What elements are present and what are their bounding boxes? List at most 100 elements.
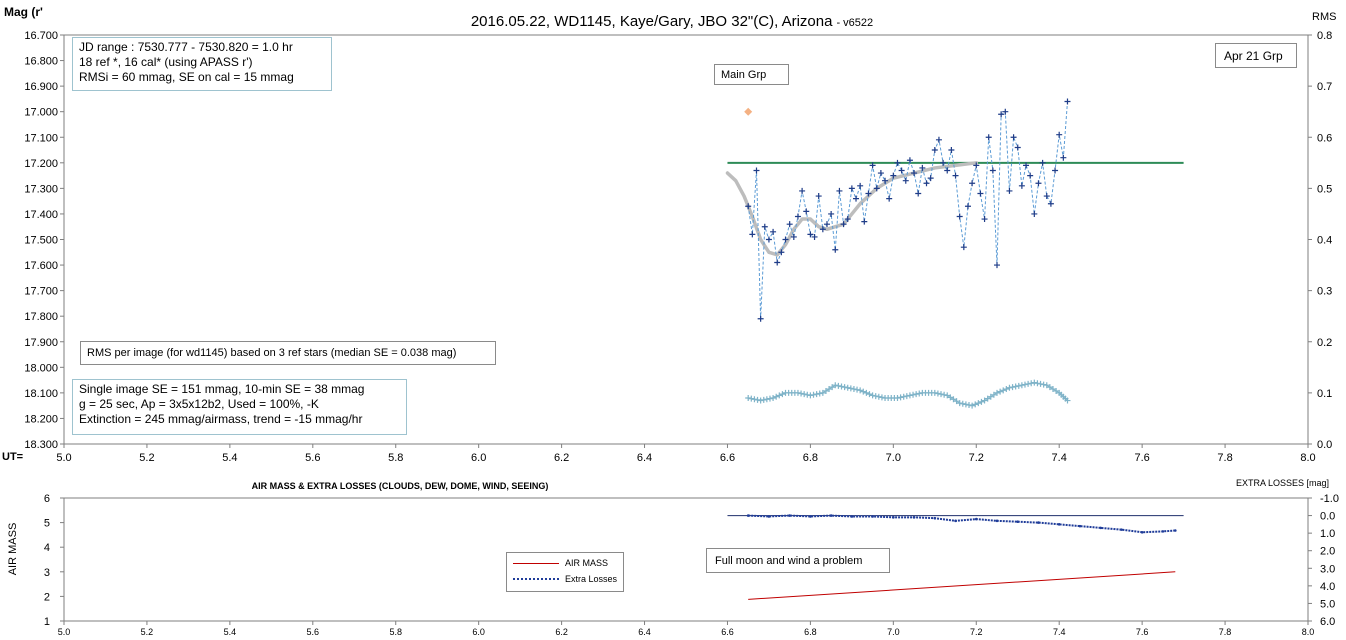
rms-point xyxy=(822,387,829,394)
magnitude-point xyxy=(819,226,826,233)
magnitude-point xyxy=(969,180,976,187)
magnitude-point xyxy=(1052,167,1059,174)
y-right-label: RMS xyxy=(1312,11,1336,23)
extra-losses-point xyxy=(1120,528,1123,531)
bottom-x-tick-label: 5.0 xyxy=(58,627,71,637)
rms-point xyxy=(934,390,941,397)
magnitude-point xyxy=(923,180,930,187)
rms-point xyxy=(751,396,758,403)
y2-tick-label: 0.8 xyxy=(1317,30,1332,42)
magnitude-point xyxy=(753,167,760,174)
bottom-y2-tick-label: 6.0 xyxy=(1320,616,1335,628)
rms-point xyxy=(801,391,808,398)
y-tick-label: 17.500 xyxy=(24,235,58,247)
rms-point xyxy=(903,393,910,400)
bottom-x-tick-label: 7.8 xyxy=(1219,627,1232,637)
magnitude-point xyxy=(803,208,810,215)
extra-losses-point xyxy=(1099,526,1102,530)
x-tick-label: 5.6 xyxy=(305,452,320,464)
rms-point xyxy=(863,389,870,396)
rms-point xyxy=(847,385,854,392)
x-tick-label: 5.8 xyxy=(388,452,403,464)
extra-losses-point xyxy=(933,516,937,520)
rms-point xyxy=(987,393,994,400)
magnitude-point xyxy=(823,221,830,228)
y-tick-label: 17.100 xyxy=(24,132,58,144)
magnitude-point xyxy=(828,210,835,217)
magnitude-point xyxy=(1043,193,1050,200)
magnitude-point xyxy=(757,315,764,322)
bottom-note-box: Full moon and wind a problem xyxy=(706,548,890,573)
extra-losses-point xyxy=(1037,521,1040,524)
y-tick-label: 17.000 xyxy=(24,107,58,119)
rms-point xyxy=(1037,380,1044,387)
extra-losses-point xyxy=(788,514,791,517)
y2-tick-label: 0.5 xyxy=(1317,183,1332,195)
y-tick-label: 18.300 xyxy=(24,439,58,451)
extra-losses-point xyxy=(746,514,750,517)
rms-point xyxy=(798,390,805,397)
magnitude-point xyxy=(886,195,893,202)
rms-point xyxy=(819,389,826,396)
bottom-legend: AIR MASS Extra Losses xyxy=(506,552,624,592)
rms-note-box: RMS per image (for wd1145) based on 3 re… xyxy=(80,341,496,365)
magnitude-point xyxy=(894,159,901,166)
magnitude-point xyxy=(745,203,752,210)
y2-tick-label: 0.4 xyxy=(1317,235,1332,247)
magnitude-point xyxy=(973,162,980,169)
rms-point xyxy=(897,394,904,401)
rms-point xyxy=(956,400,963,407)
magnitude-point xyxy=(1039,159,1046,166)
rms-point xyxy=(860,388,867,395)
bottom-x-tick-label: 6.8 xyxy=(804,627,817,637)
top-data-marks xyxy=(725,98,1184,409)
rms-point xyxy=(857,387,864,394)
y2-tick-label: 0.7 xyxy=(1317,81,1332,93)
rms-point xyxy=(969,402,976,409)
extra-losses-point xyxy=(871,515,874,518)
rms-point xyxy=(844,384,851,391)
magnitude-point xyxy=(981,216,988,223)
extra-losses-line xyxy=(748,514,1176,534)
bottom-y2-tick-label: 1.0 xyxy=(1320,528,1335,540)
extra-losses-point xyxy=(912,516,916,519)
magnitude-point xyxy=(998,111,1005,118)
bottom-x-tick-label: 7.4 xyxy=(1053,627,1066,637)
magnitude-point xyxy=(940,159,947,166)
magnitude-point xyxy=(770,228,777,235)
rms-point xyxy=(813,391,820,398)
stats-line-3: Extinction = 245 mmag/airmass, trend = -… xyxy=(79,412,363,426)
rms-point xyxy=(1003,386,1010,393)
rms-point xyxy=(745,394,752,401)
stats-line-1: Single image SE = 151 mmag, 10-min SE = … xyxy=(79,382,365,396)
rms-point xyxy=(807,392,814,399)
magnitude-point xyxy=(799,187,806,194)
extra-losses-point xyxy=(1140,530,1144,534)
rms-point xyxy=(794,389,801,396)
magnitude-point xyxy=(902,177,909,184)
magnitude-point xyxy=(811,233,818,240)
magnitude-point xyxy=(906,157,913,164)
rms-point xyxy=(1040,381,1047,388)
y-tick-label: 16.700 xyxy=(24,30,58,42)
rms-point xyxy=(763,396,770,403)
legend-item-extra-losses: Extra Losses xyxy=(513,571,617,587)
bottom-y-tick-label: 5 xyxy=(44,518,50,530)
extra-losses-point xyxy=(954,519,957,523)
bottom-x-tick-label: 6.2 xyxy=(555,627,568,637)
rms-point xyxy=(760,396,767,403)
rms-point xyxy=(1064,397,1071,404)
bottom-y-tick-label: 4 xyxy=(44,542,50,554)
rms-point xyxy=(984,395,991,402)
rms-point xyxy=(872,393,879,400)
jd-range-line-1: JD range : 7530.777 - 7530.820 = 1.0 hr xyxy=(79,40,293,54)
jd-range-box: JD range : 7530.777 - 7530.820 = 1.0 hr … xyxy=(72,37,332,91)
magnitude-point xyxy=(1056,131,1063,138)
bottom-x-tick-label: 5.6 xyxy=(307,627,320,637)
magnitude-point xyxy=(836,187,843,194)
rms-point xyxy=(931,389,938,396)
stats-line-2: g = 25 sec, Ap = 3x5x12b2, Used = 100%, … xyxy=(79,397,319,411)
rms-point xyxy=(906,392,913,399)
y-tick-label: 17.600 xyxy=(24,260,58,272)
magnitude-point xyxy=(977,190,984,197)
